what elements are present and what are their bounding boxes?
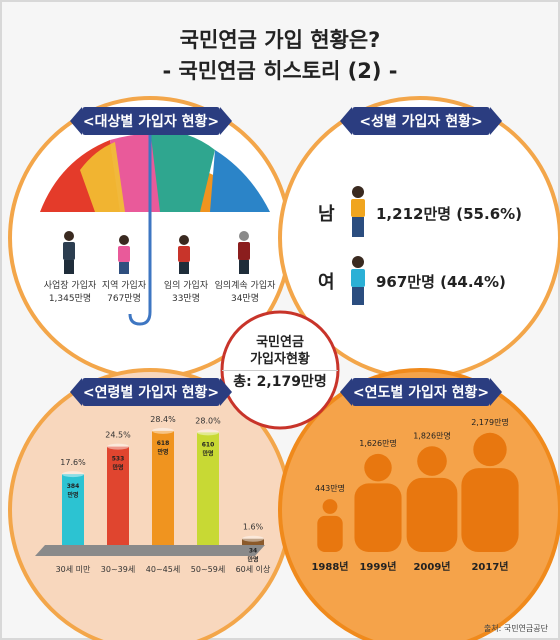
age-chart-floor (35, 545, 265, 556)
age-bar (152, 427, 174, 545)
year-value-label: 1,626만명 (359, 438, 397, 448)
umbrella-icon (40, 128, 270, 326)
year-category-label: 1999년 (359, 560, 396, 573)
age-bar-percent-label: 17.6% (60, 458, 86, 467)
subscriber-item: 임의 가입자 33만명 (160, 280, 212, 306)
year-category-label: 1988년 (311, 560, 348, 573)
source-note: 출처: 국민연금공단 (483, 624, 548, 633)
person-icon (118, 235, 130, 274)
subscriber-item-value: 1,345만명 (48, 294, 92, 304)
year-person-figure (461, 432, 519, 552)
age-bar-value-label: 만명 (247, 556, 258, 564)
age-bar-value-label: 만명 (202, 449, 213, 457)
gender-label: 남 (318, 204, 335, 225)
age-header: <연령별 가입자 현황> (70, 378, 232, 406)
subscriber-item: 임의계속 가입자 34만명 (210, 280, 280, 306)
age-bar (62, 471, 84, 545)
year-person-figure (317, 499, 343, 552)
age-bar-value-label: 618 (157, 440, 170, 447)
gender-label: 여 (318, 272, 335, 293)
year-category-label: 2017년 (471, 560, 508, 573)
age-bar-value-label: 34 (249, 548, 257, 555)
subscriber-item-value: 767만명 (107, 294, 141, 304)
age-bar-percent-label: 28.4% (150, 415, 176, 424)
age-bar-value-label: 만명 (112, 464, 123, 472)
age-bar (242, 535, 264, 545)
subscriber-item: 지역 가입자 767만명 (98, 280, 150, 306)
center-total: 총: 2,179만명 (222, 370, 338, 393)
year-category-label: 2009년 (413, 560, 450, 573)
subscriber-item: 사업장 가입자 1,345만명 (42, 280, 98, 306)
subscriber-item-value: 33만명 (171, 294, 200, 304)
age-bar-percent-label: 24.5% (105, 431, 131, 440)
age-category-label: 30세 미만 (56, 565, 91, 574)
year-person-figure (406, 446, 458, 552)
gender-value: 1,212만명 (55.6%) (376, 204, 523, 223)
subscriber-item-label: 지역 가입자 (101, 281, 147, 291)
year-value-label: 443만명 (315, 483, 345, 493)
gender-value: 967만명 (44.4%) (376, 272, 506, 291)
gender-header: <성별 가입자 현황> (340, 107, 502, 135)
age-bar-value-label: 610 (202, 441, 215, 448)
age-bar (107, 443, 129, 545)
gender-row-female: 여 967만명 (44.4%) (318, 268, 506, 294)
age-category-label: 30~39세 (101, 565, 135, 574)
female-icon (351, 256, 365, 305)
subscriber-item-label: 임의계속 가입자 (214, 281, 276, 291)
age-category-label: 50~59세 (191, 565, 225, 574)
person-icon (238, 231, 250, 274)
male-icon (351, 186, 365, 237)
subscriber-type-header: <대상별 가입자 현황> (70, 107, 232, 135)
center-line1: 국민연금 (256, 335, 304, 350)
age-category-label: 60세 이상 (236, 564, 271, 574)
year-value-label: 2,179만명 (471, 417, 509, 427)
subscriber-item-label: 사업장 가입자 (43, 281, 97, 291)
page-title: 국민연금 가입 현황은? (179, 28, 381, 52)
person-icon (63, 231, 75, 274)
page-subtitle: - 국민연금 히스토리 (2) - (162, 59, 398, 83)
center-summary: 국민연금 가입자현황 총: 2,179만명 (222, 334, 338, 393)
gender-row-male: 남 1,212만명 (55.6%) (318, 200, 522, 226)
year-header: <연도별 가입자 현황> (340, 378, 502, 406)
age-bar (197, 429, 219, 545)
subscriber-item-label: 임의 가입자 (163, 281, 209, 291)
age-bar-percent-label: 28.0% (195, 416, 221, 425)
person-icon (178, 235, 190, 274)
year-person-figure (354, 453, 402, 552)
age-bar-value-label: 384 (67, 483, 80, 490)
center-line2: 가입자현황 (250, 352, 310, 367)
year-value-label: 1,826만명 (413, 430, 451, 440)
age-category-label: 40~45세 (146, 565, 180, 574)
age-bar-value-label: 만명 (67, 491, 78, 499)
age-bar-value-label: 533 (112, 456, 125, 463)
subscriber-item-value: 34만명 (230, 294, 259, 304)
age-bar-percent-label: 1.6% (243, 523, 264, 532)
age-bar-value-label: 만명 (157, 448, 168, 456)
